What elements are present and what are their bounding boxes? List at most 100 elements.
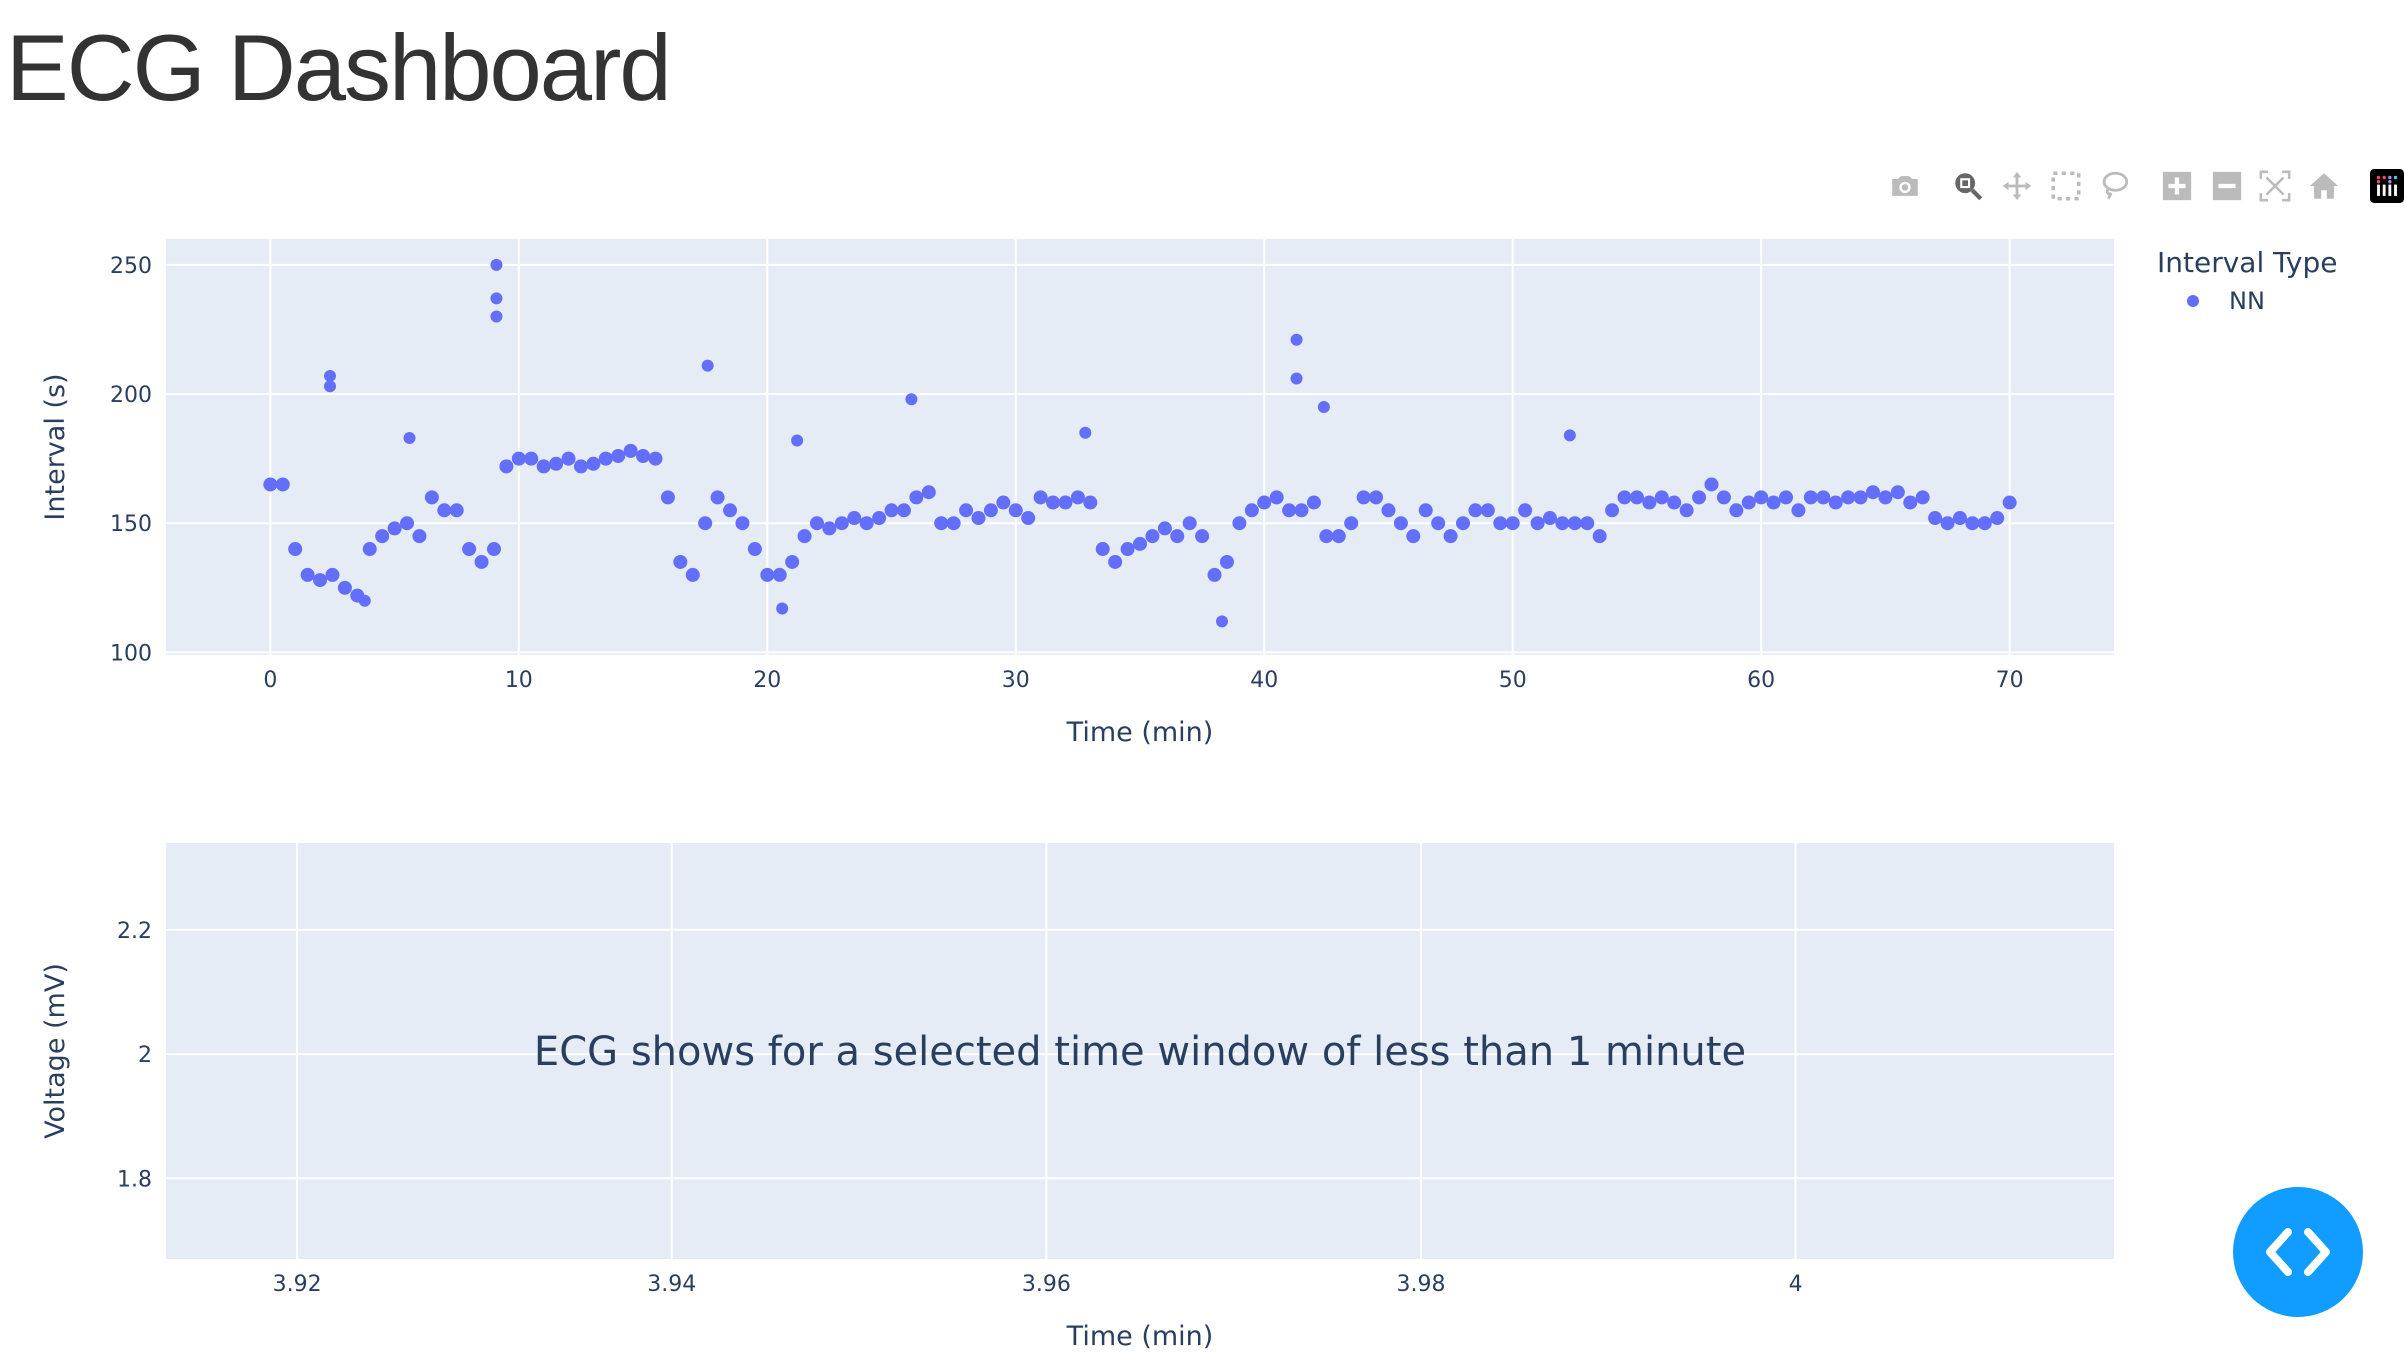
- data-point[interactable]: [1393, 516, 1408, 531]
- data-point[interactable]: [1952, 511, 1967, 526]
- autoscale-icon[interactable]: [2257, 168, 2293, 204]
- data-point[interactable]: [536, 459, 551, 474]
- data-point[interactable]: [1555, 516, 1570, 531]
- data-point[interactable]: [1878, 490, 1893, 505]
- data-point[interactable]: [1741, 495, 1756, 510]
- data-point[interactable]: [996, 495, 1011, 510]
- data-point[interactable]: [486, 542, 501, 557]
- data-point[interactable]: [1965, 516, 1980, 531]
- data-point[interactable]: [1592, 529, 1607, 544]
- data-point[interactable]: [1729, 503, 1744, 518]
- data-point[interactable]: [1990, 511, 2005, 526]
- data-point[interactable]: [847, 511, 862, 526]
- data-point[interactable]: [362, 542, 377, 557]
- data-point[interactable]: [797, 529, 812, 544]
- data-point[interactable]: [1654, 490, 1669, 505]
- data-point[interactable]: [424, 490, 439, 505]
- data-point[interactable]: [573, 459, 588, 474]
- data-point[interactable]: [946, 516, 961, 531]
- data-point[interactable]: [1617, 490, 1632, 505]
- data-point[interactable]: [791, 434, 804, 447]
- data-point[interactable]: [872, 511, 887, 526]
- data-point[interactable]: [1269, 490, 1284, 505]
- data-point[interactable]: [1642, 495, 1657, 510]
- data-point[interactable]: [490, 292, 503, 305]
- data-point[interactable]: [1563, 429, 1576, 442]
- data-point[interactable]: [1219, 554, 1234, 569]
- lasso-select-icon[interactable]: [2096, 168, 2132, 204]
- data-point[interactable]: [1369, 490, 1384, 505]
- data-point[interactable]: [909, 490, 924, 505]
- data-point[interactable]: [1865, 485, 1880, 500]
- data-point[interactable]: [449, 503, 464, 518]
- data-point[interactable]: [735, 516, 750, 531]
- data-point[interactable]: [499, 459, 514, 474]
- camera-icon[interactable]: [1887, 168, 1923, 204]
- data-point[interactable]: [809, 516, 824, 531]
- data-point[interactable]: [1542, 511, 1557, 526]
- data-point[interactable]: [1356, 490, 1371, 505]
- interval-scatter-chart[interactable]: 0 10 20 30 40 50 60 70 100 150 200 250 Time (min) I…: [0, 0, 2404, 760]
- data-point[interactable]: [403, 431, 416, 444]
- data-point[interactable]: [490, 258, 503, 271]
- data-point[interactable]: [1306, 495, 1321, 510]
- data-point[interactable]: [323, 380, 336, 393]
- data-point[interactable]: [1108, 554, 1123, 569]
- data-point[interactable]: [1766, 495, 1781, 510]
- data-point[interactable]: [611, 449, 626, 464]
- data-point[interactable]: [1940, 516, 1955, 531]
- data-point[interactable]: [760, 567, 775, 582]
- data-point[interactable]: [1290, 372, 1303, 385]
- data-point[interactable]: [1915, 490, 1930, 505]
- data-point[interactable]: [1257, 495, 1272, 510]
- data-point[interactable]: [323, 369, 336, 382]
- data-point[interactable]: [623, 443, 638, 458]
- data-point[interactable]: [723, 503, 738, 518]
- data-point[interactable]: [1207, 567, 1222, 582]
- data-point[interactable]: [1692, 490, 1707, 505]
- zoom-icon[interactable]: [1950, 168, 1986, 204]
- data-point[interactable]: [1244, 503, 1259, 518]
- data-point[interactable]: [1605, 503, 1620, 518]
- plot-area[interactable]: [166, 239, 2114, 655]
- data-point[interactable]: [1518, 503, 1533, 518]
- data-point[interactable]: [1816, 490, 1831, 505]
- data-point[interactable]: [1754, 490, 1769, 505]
- data-point[interactable]: [1903, 495, 1918, 510]
- data-point[interactable]: [300, 567, 315, 582]
- data-point[interactable]: [834, 516, 849, 531]
- data-point[interactable]: [1456, 516, 1471, 531]
- data-point[interactable]: [747, 542, 762, 557]
- data-point[interactable]: [1381, 503, 1396, 518]
- data-point[interactable]: [959, 503, 974, 518]
- data-point[interactable]: [412, 529, 427, 544]
- data-point[interactable]: [1008, 503, 1023, 518]
- data-point[interactable]: [660, 490, 675, 505]
- data-point[interactable]: [1232, 516, 1247, 531]
- data-point[interactable]: [1890, 485, 1905, 500]
- data-point[interactable]: [1215, 615, 1228, 628]
- data-point[interactable]: [1667, 495, 1682, 510]
- data-point[interactable]: [288, 542, 303, 557]
- data-point[interactable]: [263, 477, 278, 492]
- data-point[interactable]: [358, 594, 371, 607]
- data-point[interactable]: [971, 511, 986, 526]
- data-point[interactable]: [1157, 521, 1172, 536]
- data-point[interactable]: [524, 451, 539, 466]
- pan-icon[interactable]: [1999, 168, 2035, 204]
- zoom-in-icon[interactable]: [2159, 168, 2195, 204]
- home-icon[interactable]: [2306, 168, 2342, 204]
- data-point[interactable]: [822, 521, 837, 536]
- data-point[interactable]: [772, 567, 787, 582]
- data-point[interactable]: [673, 554, 688, 569]
- data-point[interactable]: [1170, 529, 1185, 544]
- data-point[interactable]: [1046, 495, 1061, 510]
- data-point[interactable]: [462, 542, 477, 557]
- data-point[interactable]: [490, 310, 503, 323]
- data-point[interactable]: [1083, 495, 1098, 510]
- data-point[interactable]: [1195, 529, 1210, 544]
- data-point[interactable]: [1530, 516, 1545, 531]
- data-point[interactable]: [710, 490, 725, 505]
- data-point[interactable]: [1977, 516, 1992, 531]
- data-point[interactable]: [983, 503, 998, 518]
